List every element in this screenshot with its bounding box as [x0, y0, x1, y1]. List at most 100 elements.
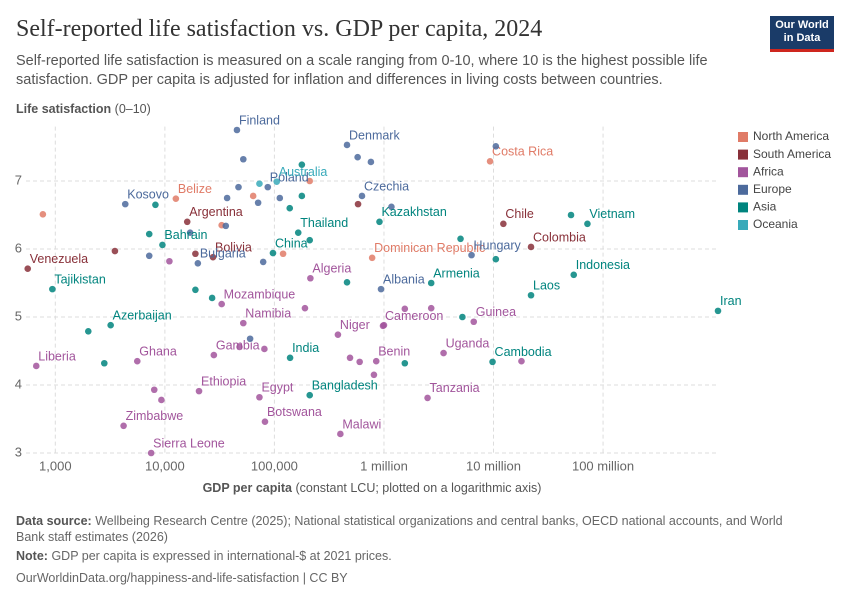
point: [158, 396, 165, 404]
point: [218, 300, 225, 308]
point: [354, 200, 362, 208]
point-label: Mozambique: [224, 287, 296, 301]
point: [367, 158, 375, 166]
point: [194, 259, 202, 267]
point: [183, 218, 191, 226]
point: [39, 211, 47, 218]
chart-title: Self-reported life satisfaction vs. GDP …: [16, 16, 543, 42]
point: [370, 371, 378, 379]
logo-text: Our World: [775, 19, 829, 31]
point: [489, 358, 496, 366]
x-tick-label: 100,000: [251, 458, 298, 473]
point-label: Costa Rica: [492, 145, 553, 159]
point: [306, 177, 314, 185]
point-label: Hungary: [474, 238, 522, 252]
source-label: Data source:: [16, 514, 92, 528]
legend-label: Africa: [753, 164, 784, 178]
point: [145, 252, 153, 260]
point: [236, 343, 243, 351]
point: [150, 386, 158, 394]
point-label: Benin: [378, 344, 410, 358]
point: [368, 254, 376, 262]
point-label: Bangladesh: [312, 378, 378, 392]
point: [294, 229, 302, 236]
point-label: Armenia: [433, 266, 480, 280]
point-label: Uganda: [446, 336, 490, 350]
point-label: Zimbabwe: [126, 409, 184, 423]
point-label: Ghana: [139, 344, 177, 358]
point: [301, 304, 309, 312]
point-label: Botswana: [267, 405, 322, 419]
x-axis-title-note: (constant LCU; plotted on a logarithmic …: [295, 481, 541, 495]
point: [259, 258, 267, 266]
point: [440, 349, 447, 357]
point: [256, 393, 263, 401]
point: [111, 247, 119, 255]
point: [527, 243, 535, 251]
point: [264, 183, 272, 191]
point-label: Thailand: [300, 216, 348, 230]
y-tick-label: 5: [15, 308, 22, 323]
point: [208, 294, 216, 302]
point: [222, 222, 230, 230]
point: [334, 331, 342, 338]
point-label: India: [292, 341, 319, 355]
point: [372, 357, 380, 365]
point-label: Australia: [279, 165, 328, 179]
chart-subtitle: Self-reported life satisfaction is measu…: [16, 53, 708, 88]
point-label: Indonesia: [576, 258, 630, 272]
point: [276, 194, 284, 202]
point-label: China: [275, 236, 308, 250]
x-tick-label: 1 million: [360, 458, 408, 473]
point-label: Bolivia: [215, 240, 252, 254]
point-label: Colombia: [533, 230, 586, 244]
point: [269, 249, 277, 257]
x-tick-label: 10 million: [466, 458, 521, 473]
point-label: Cambodia: [495, 345, 552, 359]
point-label: Vietnam: [589, 207, 635, 221]
point: [192, 286, 199, 294]
point: [101, 359, 108, 367]
y-tick-label: 6: [15, 240, 22, 255]
point: [49, 285, 56, 293]
point-label: Bulgaria: [200, 247, 246, 261]
point: [159, 241, 166, 249]
legend-swatch: [738, 202, 748, 213]
legend-label: North America: [753, 129, 829, 143]
point: [527, 291, 535, 299]
point: [377, 285, 385, 293]
point: [246, 335, 254, 343]
point-label: Malawi: [342, 417, 381, 431]
point: [354, 153, 361, 161]
point: [195, 387, 203, 395]
legend-swatch: [738, 184, 748, 195]
point: [32, 362, 40, 370]
point: [401, 305, 409, 313]
y-axis-title-main: Life satisfaction: [16, 102, 111, 116]
point: [714, 307, 722, 315]
y-tick-label: 4: [15, 376, 22, 391]
point: [376, 218, 383, 226]
point: [468, 251, 475, 259]
point-label: Namibia: [245, 306, 291, 320]
point: [24, 265, 32, 273]
legend-swatch: [738, 132, 748, 142]
point: [358, 192, 366, 200]
point-label: Belize: [178, 182, 212, 196]
legend-swatch: [738, 149, 748, 160]
point: [223, 194, 231, 202]
point: [307, 274, 314, 282]
legend-swatch: [738, 167, 748, 178]
point: [306, 391, 314, 399]
point: [192, 250, 199, 258]
point: [209, 253, 217, 261]
point-label: Bahrain: [164, 228, 207, 242]
point: [233, 126, 241, 134]
point: [424, 394, 431, 402]
point-label: Azerbaijan: [113, 308, 172, 322]
point: [273, 178, 281, 185]
source: Data source: Wellbeing Research Centre (…: [16, 513, 806, 545]
point: [121, 200, 129, 208]
point: [427, 279, 435, 287]
point-label: Denmark: [349, 128, 400, 142]
